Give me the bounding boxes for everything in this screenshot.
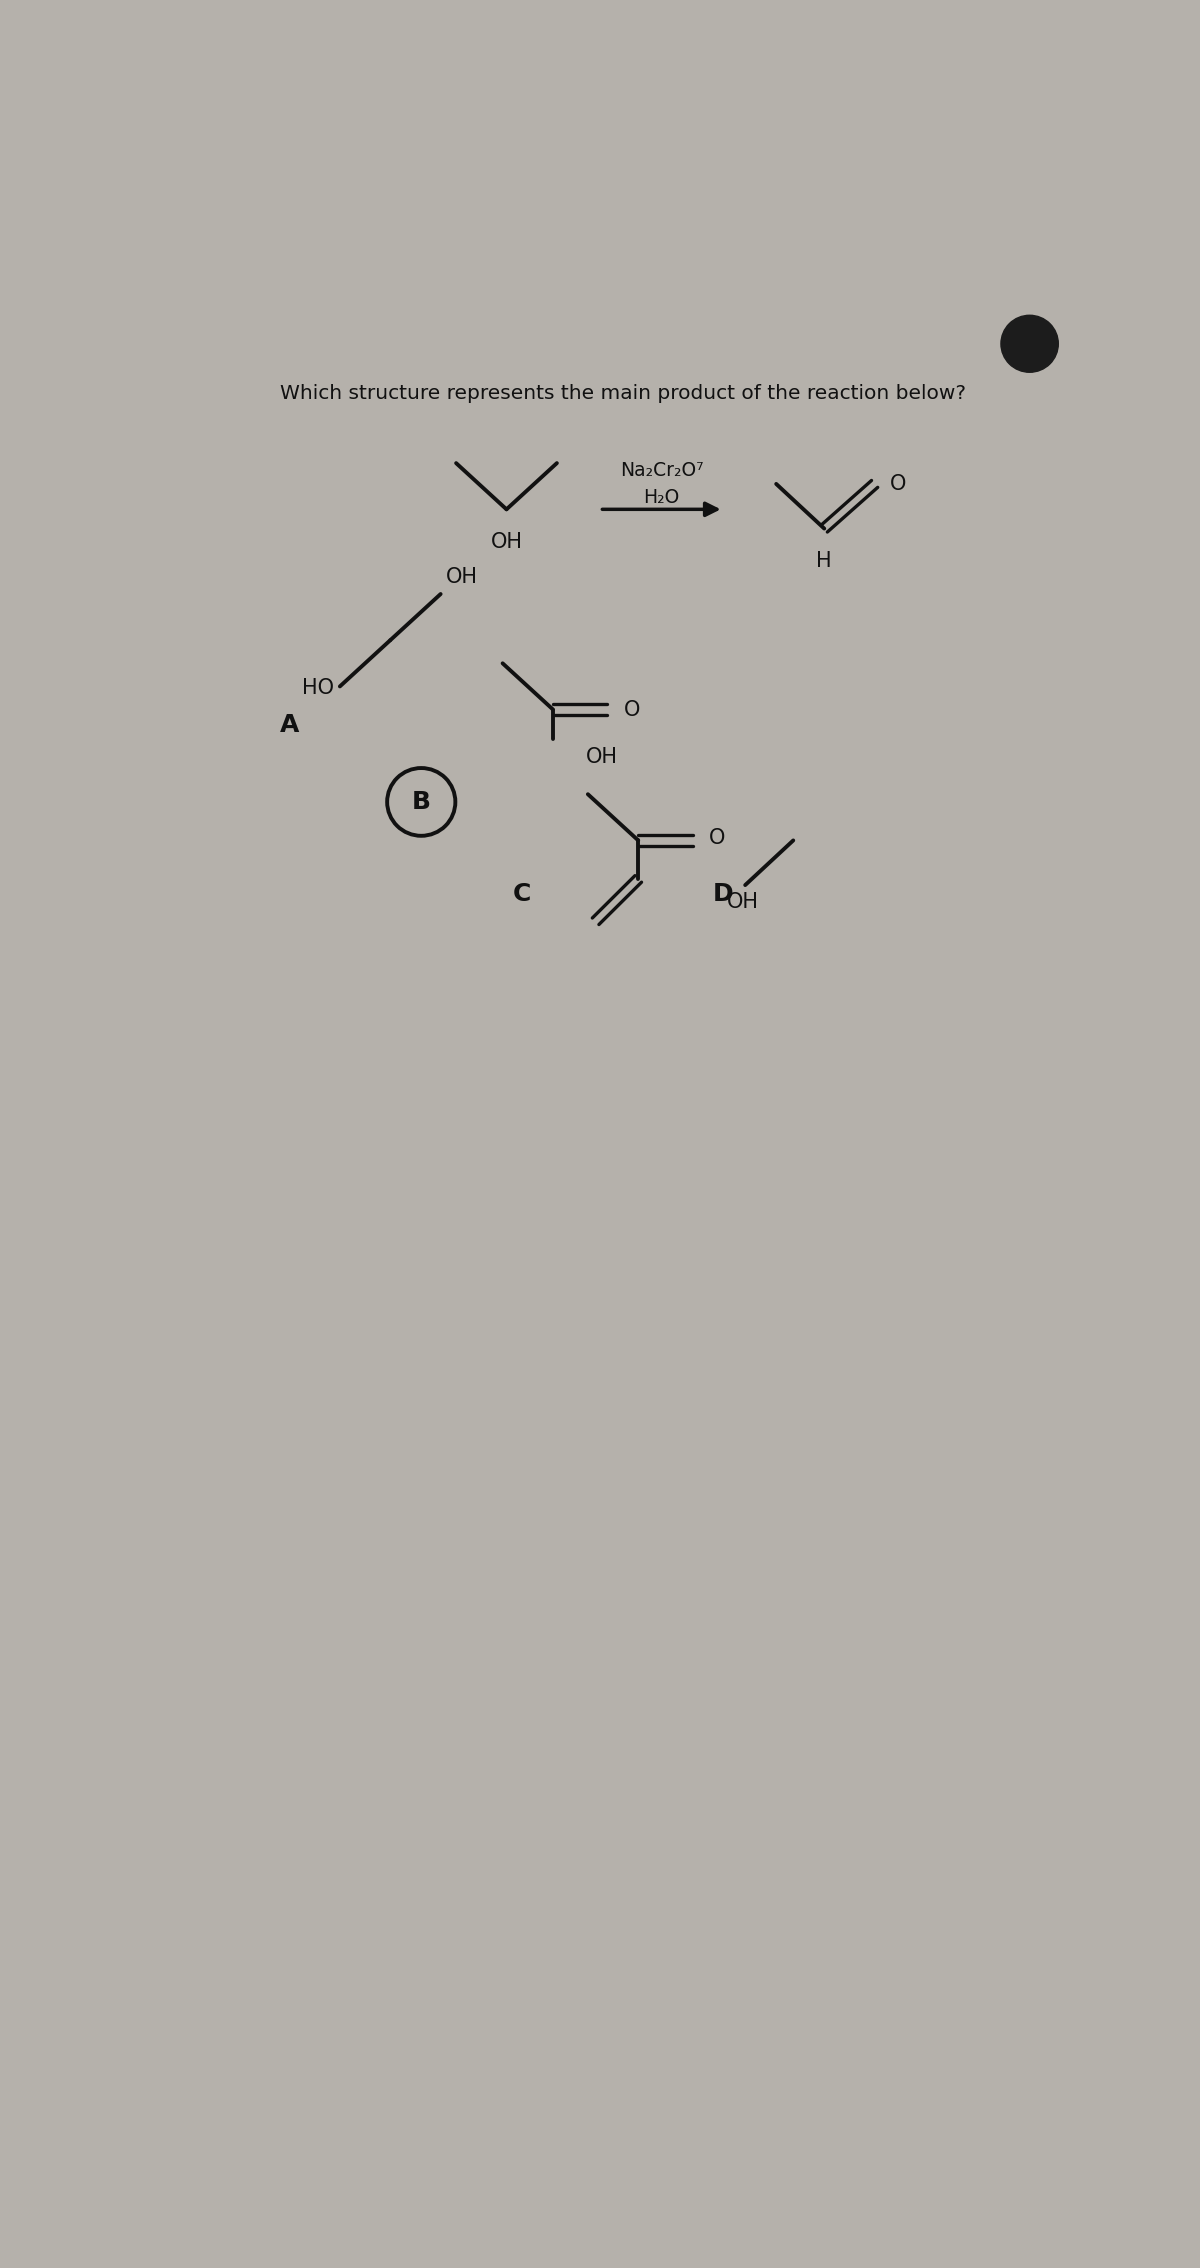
Text: 9: 9 [1021,331,1038,356]
Text: B: B [412,789,431,814]
Circle shape [1001,315,1058,372]
Text: D: D [713,882,734,907]
Text: OH: OH [586,746,618,767]
Text: HO: HO [302,678,335,699]
Text: Na₂Cr₂O⁷: Na₂Cr₂O⁷ [619,460,703,481]
Text: OH: OH [727,891,758,912]
Text: Which structure represents the main product of the reaction below?: Which structure represents the main prod… [280,383,966,404]
Text: O: O [889,474,906,494]
Text: H₂O: H₂O [643,488,679,508]
Text: C: C [512,882,532,907]
Text: O: O [624,699,641,719]
Text: O: O [709,828,726,848]
Text: H: H [816,551,832,572]
Text: OH: OH [491,531,522,551]
Text: OH: OH [446,567,478,587]
Text: A: A [280,712,299,737]
